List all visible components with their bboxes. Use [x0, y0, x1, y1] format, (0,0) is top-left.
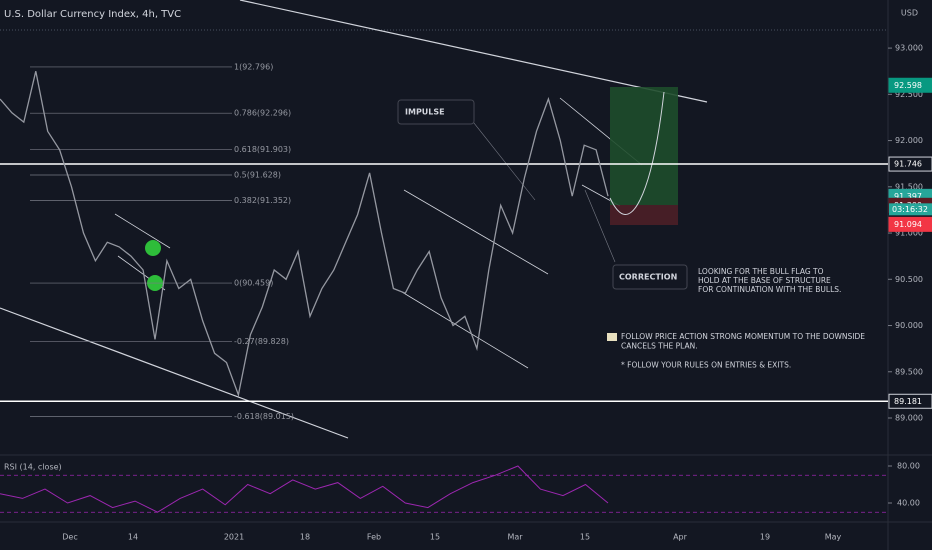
y-tick-label: 92.500: [895, 90, 923, 99]
annotation: CORRECTION: [619, 273, 677, 282]
y-tick-label: 90.000: [895, 321, 923, 330]
x-tick-label: 18: [300, 533, 310, 542]
x-tick-label: 15: [430, 533, 440, 542]
stop-zone: [610, 205, 678, 225]
price-tag: [888, 156, 932, 172]
y-tick-label: 92.000: [895, 136, 923, 145]
x-tick-label: Feb: [367, 533, 381, 542]
trendline: [0, 307, 349, 439]
price-tag: [888, 77, 932, 93]
x-tick-label: 15: [580, 533, 590, 542]
note-icon: [607, 333, 617, 341]
projection-curve: [609, 91, 665, 215]
rsi-tick-label: 40.00: [897, 498, 920, 507]
price-tag-label: 89.181: [894, 397, 922, 406]
callout-line: [469, 117, 536, 201]
x-tick-label: 14: [128, 533, 138, 542]
price-line: [0, 71, 609, 398]
note: LOOKING FOR THE BULL FLAG TO: [698, 267, 824, 276]
x-tick-label: Dec: [62, 533, 77, 542]
x-tick-label: 19: [760, 533, 770, 542]
channel-line: [403, 189, 549, 275]
x-tick-label: Apr: [673, 533, 688, 542]
fib-label: 0.5(91.628): [234, 170, 281, 179]
rsi-tick-label: 80.00: [897, 462, 920, 471]
x-tick-label: 2021: [224, 533, 244, 542]
annotation: IMPULSE: [405, 108, 445, 117]
note: FOLLOW PRICE ACTION STRONG MOMENTUM TO T…: [621, 332, 865, 341]
countdown: 03:16:32: [892, 205, 928, 214]
price-tag-label: 91.746: [894, 160, 922, 169]
y-tick-label: 93.000: [895, 44, 923, 53]
y-tick-label: 91.000: [895, 229, 923, 238]
fib-label: -0.618(89.015): [234, 412, 294, 421]
currency: USD: [901, 9, 918, 18]
target-zone: [610, 87, 678, 205]
price-tag: [888, 393, 932, 409]
price-tag: [888, 216, 932, 232]
chart-title: U.S. Dollar Currency Index, 4h, TVC: [4, 9, 181, 20]
note: * FOLLOW YOUR RULES ON ENTRIES & EXITS.: [621, 361, 791, 370]
x-tick-label: Mar: [507, 533, 523, 542]
x-tick-label: May: [825, 533, 842, 542]
price-tag-label: 91.397: [894, 192, 922, 201]
note: HOLD AT THE BASE OF STRUCTURE: [698, 276, 831, 285]
note: FOR CONTINUATION WITH THE BULLS.: [698, 285, 841, 294]
flag-line: [114, 213, 171, 249]
fib-label: 0.618(91.903): [234, 145, 291, 154]
fib-label: 0.382(91.352): [234, 196, 291, 205]
fib-label: -0.27(89.828): [234, 337, 289, 346]
callout-box: [612, 264, 688, 290]
callout-box: [397, 99, 475, 125]
rsi-line: [0, 465, 609, 513]
countdown-bg: [889, 203, 932, 216]
fib-label: 0(90.459): [234, 279, 273, 288]
y-tick-label: 89.500: [895, 367, 923, 376]
price-tag-label: 91.094: [894, 220, 922, 229]
y-tick-label: 91.500: [895, 182, 923, 191]
marker: [145, 240, 161, 256]
fib-label: 0.786(92.296): [234, 109, 291, 118]
y-tick-label: 89.000: [895, 414, 923, 423]
trendline: [239, 0, 708, 103]
fib-label: 1(92.796): [234, 62, 273, 71]
y-tick-label: 90.500: [895, 275, 923, 284]
note: CANCELS THE PLAN.: [621, 342, 698, 351]
price-tag-label: 92.598: [894, 81, 922, 90]
rsi-title: RSI (14, close): [4, 463, 62, 472]
channel-line: [401, 291, 529, 369]
callout-line: [584, 189, 616, 263]
